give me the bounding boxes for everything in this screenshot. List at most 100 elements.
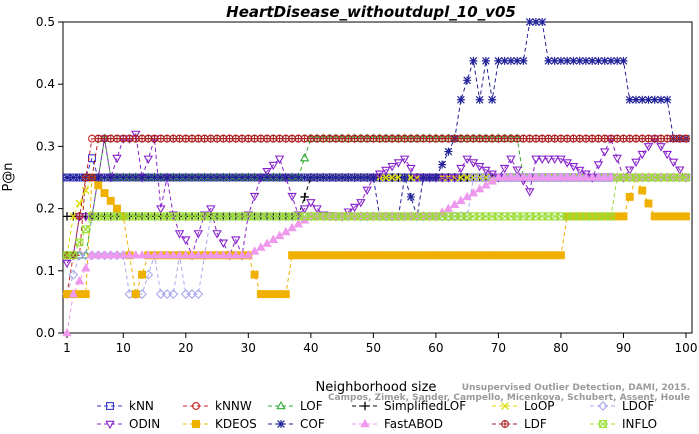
data-point [168, 250, 179, 259]
data-point [250, 270, 259, 279]
legend-item-simplifiedlof: SimplifiedLOF [352, 399, 466, 413]
y-tick-label: 0.0 [36, 326, 55, 340]
x-tick-label: 70 [491, 341, 506, 355]
data-point [449, 174, 460, 183]
data-point [124, 250, 135, 259]
data-point [313, 173, 322, 182]
data-point [587, 172, 597, 181]
data-point [619, 212, 628, 221]
legend-label: kNNW [215, 399, 252, 413]
data-point [75, 173, 84, 182]
legend-item-lof: LOF [268, 399, 323, 413]
data-point [212, 230, 222, 239]
data-point [319, 173, 328, 182]
legend-label: LDF [524, 417, 547, 431]
series-cof [63, 18, 690, 221]
data-point [412, 174, 422, 183]
data-point [499, 164, 510, 174]
data-point [268, 161, 279, 171]
data-point [87, 250, 97, 259]
legend-marker [501, 402, 509, 410]
data-point [187, 250, 197, 259]
data-point [549, 155, 560, 164]
data-point [125, 173, 134, 182]
data-point [606, 56, 615, 65]
data-point [518, 172, 529, 181]
x-tick-label: 90 [616, 341, 631, 355]
data-point [394, 173, 403, 182]
data-point [356, 173, 365, 182]
data-point [662, 150, 672, 160]
legend-label: SimplifiedLOF [384, 399, 466, 413]
legend-marker [106, 402, 114, 410]
data-point [143, 250, 154, 259]
legend-item-knnw: kNNW [183, 399, 252, 413]
data-point [600, 56, 609, 65]
data-point [338, 173, 347, 182]
data-point [168, 289, 179, 300]
x-tick-label: 1 [63, 341, 71, 355]
data-point [238, 173, 247, 182]
legend-item-loop: LoOP [492, 399, 555, 413]
data-point [494, 56, 503, 65]
data-point [244, 173, 253, 182]
data-point [656, 95, 665, 104]
data-point [100, 189, 109, 197]
data-point [250, 173, 259, 182]
data-point [543, 155, 554, 164]
data-point [512, 166, 522, 175]
data-point [138, 270, 146, 279]
data-point [444, 147, 453, 156]
data-point [631, 95, 640, 104]
data-point [137, 250, 147, 259]
legend-marker [105, 420, 115, 430]
data-point [94, 173, 103, 182]
data-point [437, 174, 447, 183]
data-point [419, 173, 428, 182]
data-point [393, 159, 404, 168]
data-point [506, 172, 516, 181]
legend-label: LOF [300, 399, 323, 413]
data-point [306, 173, 315, 182]
data-point [113, 204, 121, 213]
data-point [599, 148, 610, 157]
credit-line-1: Unsupervised Outlier Detection, DAMI, 20… [462, 383, 690, 393]
series-ldf [63, 134, 690, 260]
data-point [300, 173, 309, 182]
x-tick-label: 60 [428, 341, 443, 355]
data-point [574, 172, 585, 181]
data-point [63, 173, 71, 182]
data-point [387, 163, 397, 172]
data-point [682, 212, 690, 221]
data-point [543, 172, 554, 181]
data-point [218, 239, 229, 248]
data-point [69, 173, 78, 182]
data-point [431, 173, 440, 182]
data-point [682, 134, 690, 143]
data-point [156, 173, 165, 182]
data-point [524, 172, 535, 181]
data-point [174, 250, 185, 259]
data-point [463, 173, 472, 182]
data-point [213, 173, 222, 182]
data-point [575, 56, 584, 65]
data-point [149, 250, 160, 259]
data-point [300, 192, 309, 202]
data-point [112, 154, 122, 164]
data-point [499, 172, 510, 181]
data-point [69, 251, 78, 260]
data-point [99, 250, 110, 259]
data-point [106, 173, 115, 182]
data-point [531, 172, 541, 181]
legend-item-knn: kNN [97, 399, 154, 413]
data-point [231, 173, 240, 182]
data-point [181, 236, 191, 245]
data-point [199, 211, 210, 220]
legend-label: INFLO [622, 417, 657, 431]
data-point [331, 173, 340, 182]
data-point [349, 203, 360, 213]
data-point [612, 154, 622, 164]
legend-item-cof: COF [268, 417, 325, 431]
data-point [399, 155, 410, 164]
data-point [581, 56, 590, 65]
